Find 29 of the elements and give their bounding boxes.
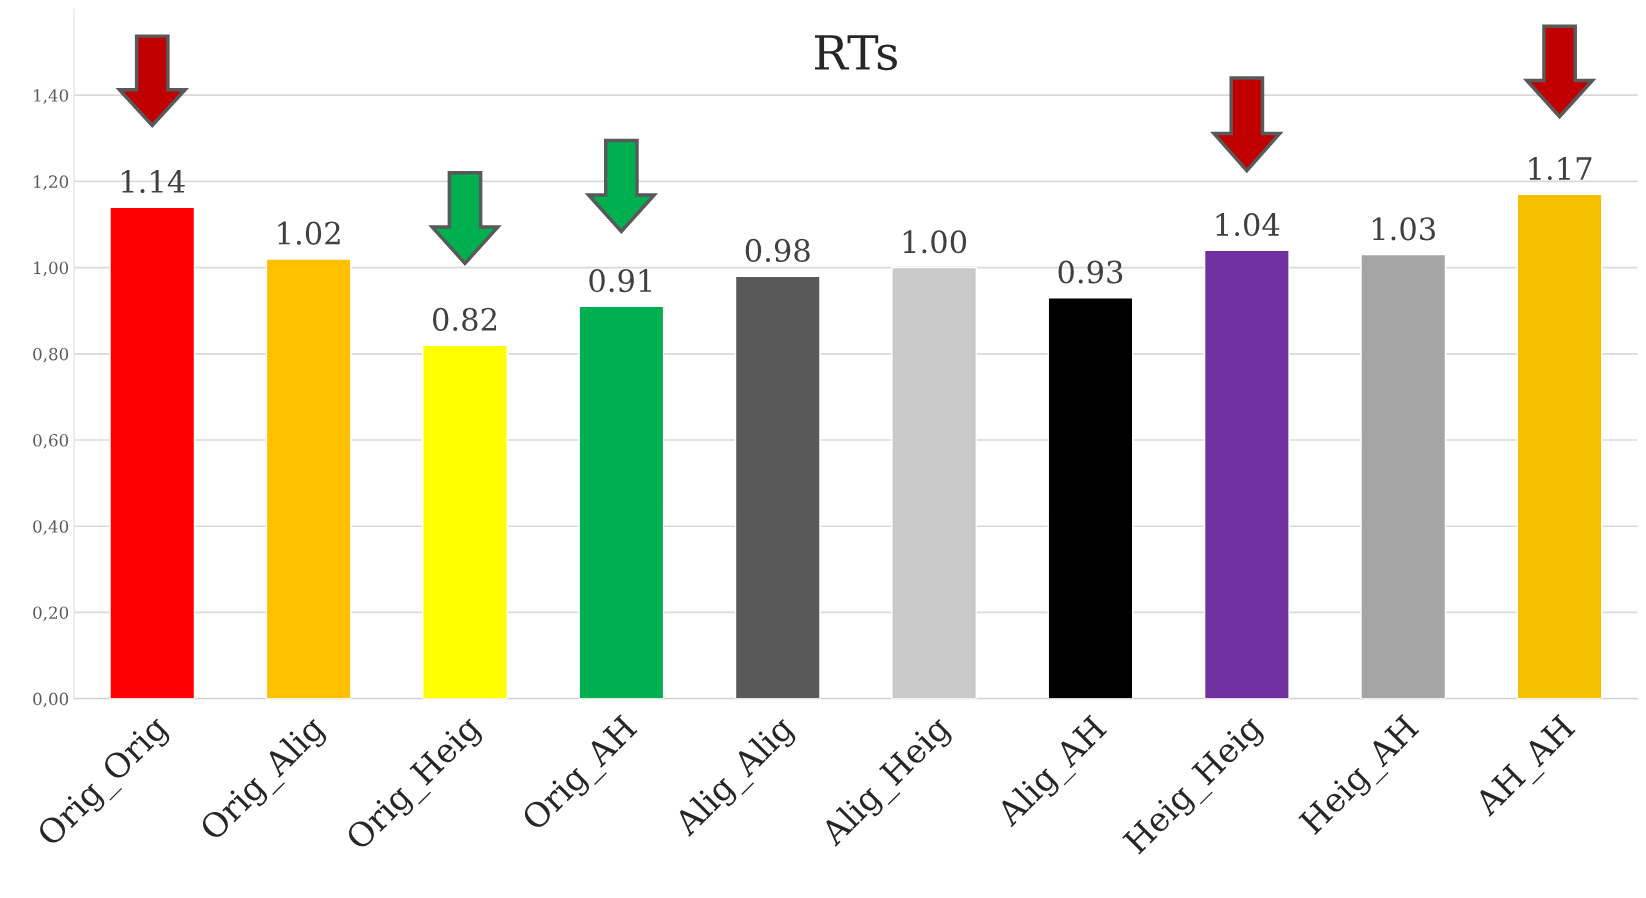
bar xyxy=(1203,249,1290,699)
bar xyxy=(578,305,665,699)
y-tick-label: 1,40 xyxy=(34,89,69,104)
data-label: 0.93 xyxy=(1058,260,1123,284)
bar xyxy=(1047,297,1134,699)
chart-title: RTs xyxy=(815,35,898,71)
y-tick-label: 1,00 xyxy=(34,261,69,277)
bar xyxy=(891,266,978,699)
data-label: 1.14 xyxy=(121,169,185,193)
data-label: 1.02 xyxy=(278,221,340,245)
bar xyxy=(422,344,508,699)
y-tick-label: 0,00 xyxy=(33,692,69,708)
y-tick-label: 0,20 xyxy=(33,606,69,622)
data-label: 0.91 xyxy=(589,269,652,293)
data-label: 0.82 xyxy=(432,307,497,331)
data-label: 1.04 xyxy=(1216,213,1280,237)
data-label: 1.17 xyxy=(1529,156,1592,181)
data-label: 1.00 xyxy=(903,230,967,254)
y-tick-label: 0,80 xyxy=(33,347,69,363)
bar xyxy=(109,206,196,699)
y-tick-label: 1,20 xyxy=(34,175,69,190)
data-label: 1.03 xyxy=(1372,217,1435,241)
data-label: 0.98 xyxy=(745,238,810,262)
bar xyxy=(734,275,821,699)
y-tick-label: 0,60 xyxy=(33,433,69,449)
bar xyxy=(1360,253,1447,699)
bar xyxy=(1516,193,1603,699)
bar xyxy=(265,258,352,699)
y-tick-label: 0,40 xyxy=(33,520,69,535)
